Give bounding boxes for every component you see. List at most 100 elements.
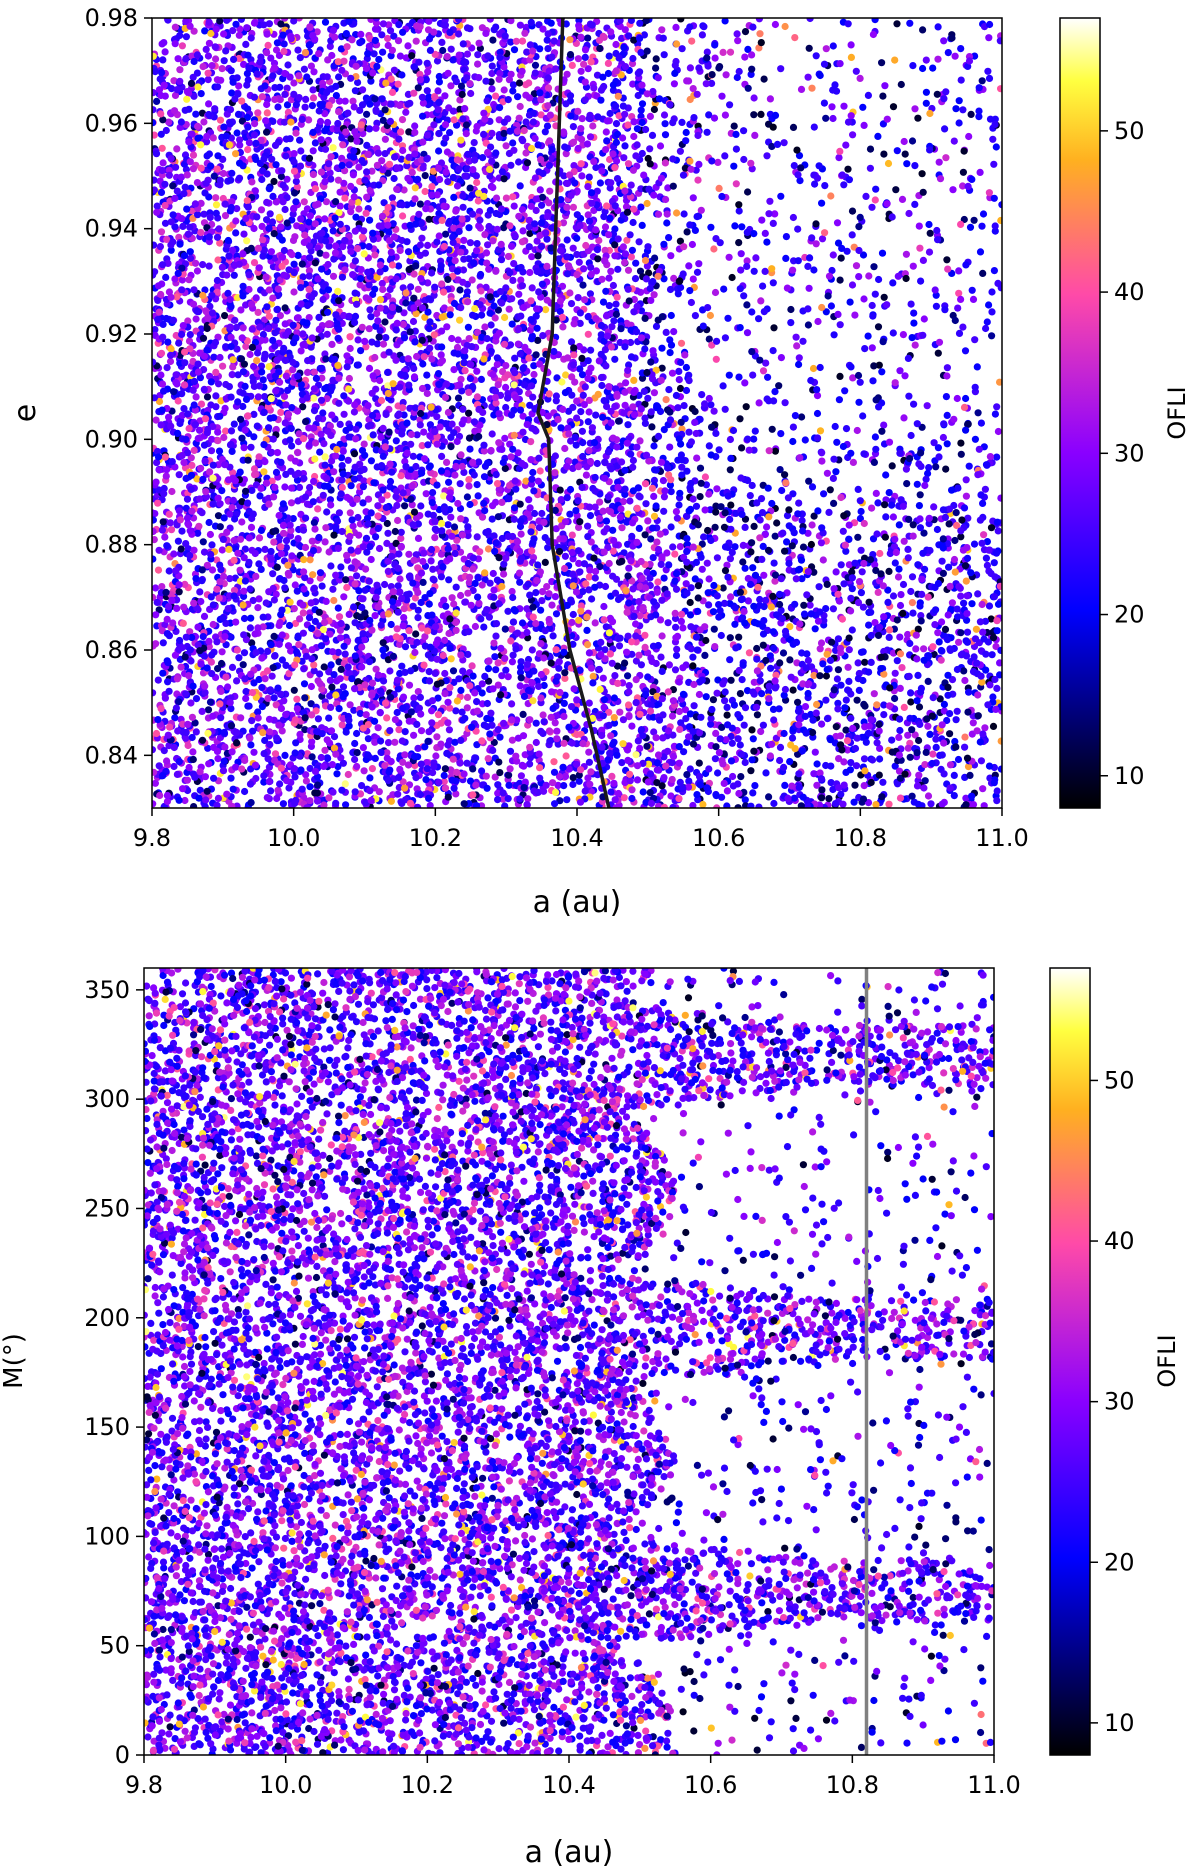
scatter-point bbox=[800, 601, 808, 609]
scatter-point bbox=[633, 125, 642, 133]
scatter-point bbox=[563, 70, 571, 78]
scatter-point bbox=[726, 515, 734, 524]
scatter-point bbox=[855, 273, 863, 281]
scatter-point bbox=[425, 677, 434, 685]
scatter-point bbox=[453, 437, 461, 446]
scatter-point bbox=[583, 140, 592, 148]
scatter-point bbox=[889, 279, 897, 287]
scatter-point bbox=[721, 543, 730, 551]
scatter-point bbox=[202, 45, 210, 54]
scatter-point bbox=[585, 173, 593, 181]
scatter-point bbox=[337, 563, 345, 571]
scatter-point bbox=[642, 798, 650, 807]
scatter-point bbox=[715, 613, 723, 621]
scatter-point bbox=[857, 507, 865, 516]
scatter-point bbox=[453, 343, 462, 352]
scatter-point bbox=[997, 85, 1002, 93]
scatter-point bbox=[916, 244, 924, 252]
scatter-point bbox=[398, 662, 406, 670]
scatter-point bbox=[719, 382, 727, 390]
scatter-point bbox=[829, 605, 838, 613]
scatter-point bbox=[491, 653, 499, 661]
scatter-point bbox=[189, 73, 197, 81]
scatter-point bbox=[573, 250, 581, 259]
scatter-point bbox=[997, 216, 1002, 225]
scatter-point bbox=[607, 267, 615, 275]
scatter-point bbox=[443, 323, 451, 331]
scatter-point bbox=[186, 628, 194, 636]
scatter-point bbox=[351, 739, 359, 748]
scatter-point bbox=[475, 208, 484, 216]
scatter-point bbox=[989, 722, 998, 731]
scatter-point bbox=[736, 324, 744, 332]
scatter-point bbox=[199, 538, 207, 546]
scatter-point bbox=[216, 353, 224, 362]
scatter-point bbox=[481, 672, 489, 681]
scatter-point bbox=[615, 642, 624, 650]
scatter-point bbox=[621, 401, 629, 409]
scatter-point bbox=[386, 667, 394, 675]
scatter-point bbox=[506, 341, 515, 349]
scatter-point bbox=[349, 522, 357, 530]
scatter-point bbox=[584, 313, 592, 321]
scatter-point bbox=[433, 413, 441, 421]
scatter-point bbox=[898, 195, 907, 203]
scatter-point bbox=[174, 429, 182, 437]
scatter-point bbox=[176, 240, 184, 248]
scatter-point bbox=[585, 758, 594, 766]
scatter-point bbox=[942, 154, 950, 162]
scatter-point bbox=[927, 800, 935, 808]
scatter-point bbox=[652, 55, 660, 63]
scatter-point bbox=[435, 78, 443, 86]
scatter-point bbox=[185, 763, 193, 772]
scatter-point bbox=[646, 145, 654, 153]
scatter-point bbox=[629, 80, 637, 88]
scatter-point bbox=[336, 202, 344, 210]
scatter-point bbox=[845, 521, 853, 529]
scatter-point bbox=[447, 443, 455, 451]
scatter-point bbox=[711, 288, 720, 297]
scatter-point bbox=[984, 67, 992, 75]
scatter-point bbox=[837, 561, 845, 569]
scatter-point bbox=[932, 463, 940, 471]
scatter-point bbox=[973, 363, 981, 371]
scatter-point bbox=[411, 195, 419, 203]
scatter-point bbox=[207, 593, 215, 601]
scatter-point bbox=[258, 175, 266, 184]
scatter-point bbox=[398, 116, 407, 124]
scatter-point bbox=[765, 210, 773, 218]
scatter-point bbox=[318, 582, 326, 590]
scatter-point bbox=[440, 778, 448, 786]
scatter-point bbox=[355, 163, 363, 171]
scatter-point bbox=[904, 630, 912, 639]
scatter-point bbox=[777, 354, 786, 362]
scatter-point bbox=[876, 549, 884, 558]
scatter-point bbox=[658, 632, 666, 640]
scatter-point bbox=[476, 216, 484, 224]
scatter-point bbox=[715, 446, 723, 454]
scatter-point bbox=[525, 496, 533, 504]
top-panel: 9.8 10.0 10.2 10.4 10.6 10.8 11.0 0.840.860.88… bbox=[8, 4, 1191, 920]
scatter-point bbox=[765, 687, 773, 696]
scatter-point bbox=[381, 135, 389, 143]
scatter-point bbox=[952, 105, 960, 113]
scatter-point bbox=[861, 345, 869, 353]
scatter-point bbox=[574, 144, 582, 153]
scatter-point bbox=[731, 604, 739, 612]
scatter-point bbox=[627, 181, 635, 189]
scatter-point bbox=[548, 688, 556, 696]
scatter-point bbox=[480, 441, 488, 449]
scatter-point bbox=[577, 67, 585, 75]
scatter-point bbox=[762, 769, 770, 777]
scatter-point bbox=[496, 733, 504, 741]
scatter-point bbox=[365, 42, 373, 50]
scatter-point bbox=[776, 743, 785, 752]
scatter-point bbox=[896, 726, 904, 735]
scatter-point bbox=[735, 201, 743, 209]
scatter-point bbox=[568, 531, 576, 539]
scatter-point bbox=[922, 99, 930, 107]
scatter-point bbox=[519, 710, 527, 719]
scatter-point bbox=[584, 183, 592, 191]
scatter-point bbox=[974, 691, 982, 699]
scatter-point bbox=[291, 619, 300, 628]
